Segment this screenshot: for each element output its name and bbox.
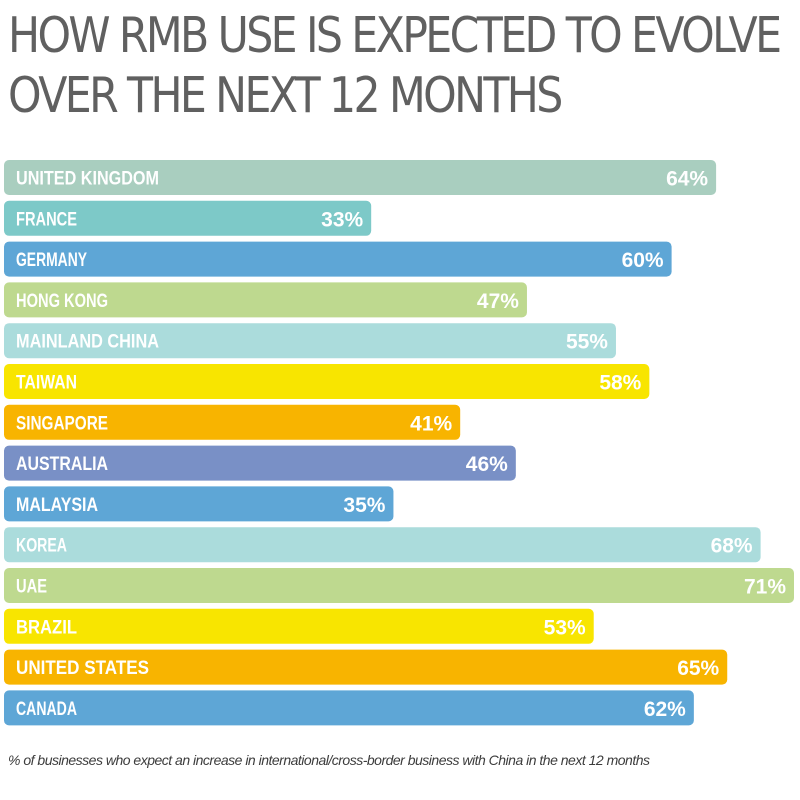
bar-row-mainland-china: MAINLAND CHINA 55% bbox=[4, 323, 616, 359]
bar-singapore bbox=[4, 404, 461, 440]
bar-row-korea: KOREA 68% bbox=[4, 527, 761, 563]
bar-row-canada: CANADA 62% bbox=[4, 690, 694, 726]
chart-title: HOW RMB USE IS EXPECTED TO EVOLVE OVER T… bbox=[8, 6, 782, 126]
bar-value-singapore: 41% bbox=[410, 412, 452, 435]
bar-label-australia: AUSTRALIA bbox=[16, 454, 108, 475]
bar-row-united-states: UNITED STATES 65% bbox=[4, 649, 728, 685]
bar-label-canada: CANADA bbox=[16, 699, 77, 720]
bar-value-brazil: 53% bbox=[544, 616, 586, 639]
bar-canada bbox=[4, 690, 694, 726]
bar-label-korea: KOREA bbox=[16, 536, 67, 557]
bar-label-germany: GERMANY bbox=[16, 250, 87, 271]
bar-value-germany: 60% bbox=[622, 249, 664, 272]
bar-mainland-china bbox=[4, 323, 616, 359]
bar-france bbox=[4, 200, 372, 236]
bar-germany bbox=[4, 241, 672, 277]
bar-row-uae: UAE 71% bbox=[4, 568, 794, 603]
bar-label-brazil: BRAZIL bbox=[16, 617, 77, 638]
bar-row-hong-kong: HONG KONG 47% bbox=[4, 282, 527, 318]
bar-row-brazil: BRAZIL 53% bbox=[4, 608, 594, 644]
bar-value-hong-kong: 47% bbox=[477, 290, 519, 313]
bar-taiwan bbox=[4, 364, 650, 399]
bar-label-united-kingdom: UNITED KINGDOM bbox=[16, 169, 159, 190]
bar-row-singapore: SINGAPORE 41% bbox=[4, 404, 461, 440]
bar-malaysia bbox=[4, 486, 394, 522]
bar-australia bbox=[4, 445, 516, 481]
chart-footnote: % of businesses who expect an increase i… bbox=[8, 752, 650, 768]
bar-row-taiwan: TAIWAN 58% bbox=[4, 364, 650, 399]
bar-value-mainland-china: 55% bbox=[566, 331, 608, 354]
bar-label-mainland-china: MAINLAND CHINA bbox=[16, 332, 159, 353]
bar-label-hong-kong: HONG KONG bbox=[16, 291, 108, 312]
bar-united-states bbox=[4, 649, 728, 685]
bar-label-uae: UAE bbox=[16, 577, 47, 598]
bar-value-united-kingdom: 64% bbox=[666, 168, 708, 191]
bar-hong-kong bbox=[4, 282, 527, 318]
bar-value-united-states: 65% bbox=[677, 657, 719, 680]
bar-label-france: FRANCE bbox=[16, 209, 77, 230]
bar-label-taiwan: TAIWAN bbox=[16, 373, 77, 394]
bar-value-france: 33% bbox=[321, 208, 363, 231]
bar-row-united-kingdom: UNITED KINGDOM 64% bbox=[4, 160, 717, 195]
bar-value-taiwan: 58% bbox=[599, 372, 641, 395]
bar-value-canada: 62% bbox=[644, 698, 686, 721]
bar-united-kingdom bbox=[4, 160, 717, 195]
bar-brazil bbox=[4, 608, 594, 644]
chart-title-line-2: OVER THE NEXT 12 MONTHS bbox=[8, 67, 563, 124]
bar-label-singapore: SINGAPORE bbox=[16, 413, 108, 434]
bar-value-australia: 46% bbox=[466, 453, 508, 476]
bar-row-australia: AUSTRALIA 46% bbox=[4, 445, 516, 481]
bar-value-uae: 71% bbox=[744, 576, 786, 599]
bar-label-united-states: UNITED STATES bbox=[16, 658, 149, 679]
bar-value-malaysia: 35% bbox=[343, 494, 385, 517]
bar-row-malaysia: MALAYSIA 35% bbox=[4, 486, 394, 522]
bar-row-germany: GERMANY 60% bbox=[4, 241, 672, 277]
bar-label-malaysia: MALAYSIA bbox=[16, 495, 98, 516]
bar-value-korea: 68% bbox=[711, 535, 753, 558]
bar-row-france: FRANCE 33% bbox=[4, 200, 372, 236]
bar-uae bbox=[4, 568, 794, 603]
bar-korea bbox=[4, 527, 761, 563]
chart-title-line-1: HOW RMB USE IS EXPECTED TO EVOLVE bbox=[8, 7, 782, 64]
